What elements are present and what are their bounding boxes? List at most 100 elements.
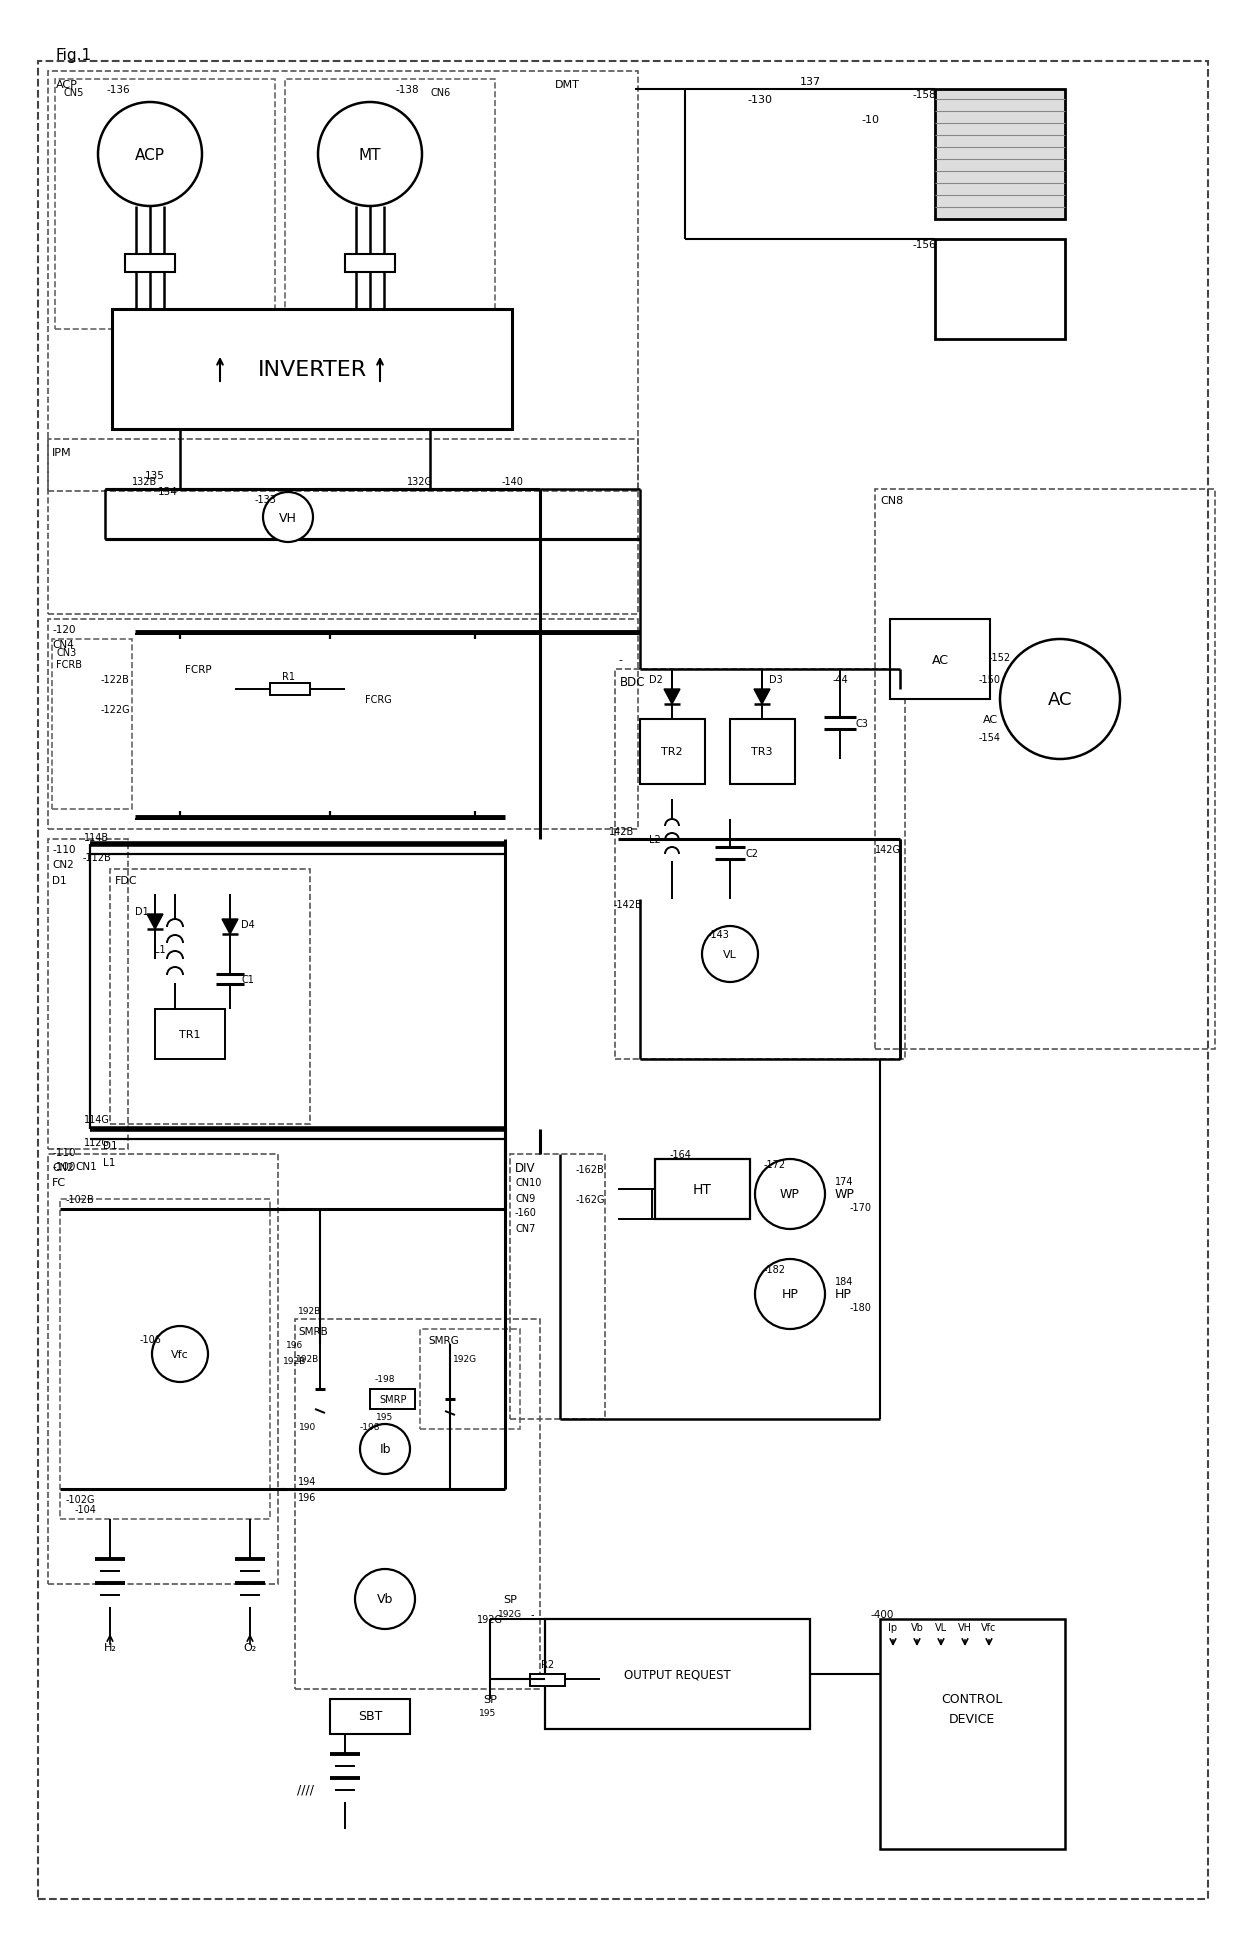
- Text: -112B: -112B: [83, 853, 112, 863]
- Text: 194: 194: [298, 1476, 316, 1485]
- Circle shape: [702, 927, 758, 983]
- Bar: [295, 1319, 539, 1689]
- Text: D1: D1: [103, 1140, 118, 1150]
- Text: -133: -133: [254, 494, 277, 504]
- Bar: [48, 440, 639, 615]
- Text: 142B: 142B: [609, 826, 635, 836]
- Bar: [510, 1154, 605, 1419]
- Text: -400: -400: [870, 1609, 893, 1619]
- Text: -100: -100: [52, 1161, 76, 1171]
- Text: VH: VH: [959, 1623, 972, 1633]
- Text: 132G: 132G: [407, 477, 433, 487]
- Text: CN4: CN4: [52, 640, 73, 650]
- Text: IPM: IPM: [52, 448, 72, 458]
- Text: -143: -143: [707, 929, 729, 940]
- Text: TR2: TR2: [661, 747, 683, 756]
- Bar: [330, 1699, 410, 1733]
- Text: D1: D1: [135, 907, 149, 917]
- Text: AC: AC: [982, 715, 997, 725]
- Circle shape: [153, 1326, 208, 1383]
- Bar: [110, 869, 310, 1125]
- Bar: [420, 1330, 520, 1429]
- Text: -102G: -102G: [66, 1495, 94, 1505]
- Circle shape: [263, 493, 312, 543]
- Bar: [529, 1673, 565, 1687]
- Bar: [345, 254, 396, 273]
- Text: 135: 135: [145, 471, 165, 481]
- Circle shape: [355, 1569, 415, 1629]
- Text: CN9: CN9: [515, 1192, 536, 1204]
- Text: -136: -136: [107, 85, 130, 95]
- Bar: [52, 640, 131, 811]
- Text: -130: -130: [748, 95, 773, 105]
- Text: R2: R2: [542, 1660, 554, 1669]
- Text: CN5: CN5: [63, 87, 83, 99]
- Text: SMRP: SMRP: [379, 1394, 407, 1404]
- Text: -10: -10: [861, 114, 879, 124]
- Text: CONTROL: CONTROL: [941, 1693, 1003, 1706]
- Polygon shape: [222, 919, 238, 935]
- Text: D3: D3: [769, 675, 782, 684]
- Text: -158: -158: [911, 89, 936, 101]
- Text: L1: L1: [154, 944, 166, 954]
- Text: FCRG: FCRG: [365, 694, 392, 704]
- Bar: [730, 719, 795, 785]
- Text: Vfc: Vfc: [981, 1623, 997, 1633]
- Text: D4: D4: [241, 919, 255, 929]
- Text: H₂: H₂: [104, 1642, 117, 1652]
- Text: ACP: ACP: [135, 147, 165, 163]
- Bar: [48, 72, 639, 493]
- Text: FDC: FDC: [115, 876, 138, 886]
- Text: HT: HT: [693, 1183, 712, 1196]
- Text: 184: 184: [835, 1276, 853, 1286]
- Text: Vfc: Vfc: [171, 1350, 188, 1359]
- Text: -160: -160: [515, 1208, 537, 1218]
- Bar: [55, 79, 275, 330]
- Bar: [640, 719, 706, 785]
- Text: CN3: CN3: [56, 648, 76, 657]
- Text: CN8: CN8: [880, 496, 903, 506]
- Text: -110: -110: [52, 1148, 76, 1158]
- Text: -164: -164: [670, 1150, 691, 1160]
- Polygon shape: [754, 690, 770, 704]
- Text: Ip: Ip: [888, 1623, 898, 1633]
- Text: 196: 196: [298, 1493, 316, 1503]
- Text: L2: L2: [649, 834, 661, 845]
- Bar: [615, 669, 905, 1059]
- Text: -154: -154: [980, 733, 1001, 743]
- Text: -198: -198: [374, 1375, 396, 1384]
- Bar: [48, 840, 128, 1150]
- Text: AC: AC: [1048, 690, 1073, 708]
- Text: MT: MT: [358, 147, 381, 163]
- Bar: [890, 620, 990, 700]
- Text: -122B: -122B: [100, 675, 129, 684]
- Text: OUTPUT REQUEST: OUTPUT REQUEST: [624, 1668, 730, 1681]
- Text: BDC: BDC: [620, 675, 646, 688]
- Text: 137: 137: [800, 78, 821, 87]
- Text: 195: 195: [480, 1708, 497, 1718]
- Text: -44: -44: [832, 675, 848, 684]
- Text: DIV: DIV: [515, 1161, 536, 1175]
- Text: CN1: CN1: [74, 1161, 97, 1171]
- Circle shape: [360, 1425, 410, 1474]
- Text: L1: L1: [103, 1158, 115, 1167]
- Text: 112G: 112G: [84, 1138, 110, 1148]
- Text: 192B: 192B: [298, 1307, 321, 1317]
- Text: -104: -104: [74, 1505, 95, 1514]
- Bar: [60, 1200, 270, 1520]
- Text: 134: 134: [157, 487, 177, 496]
- Text: -170: -170: [849, 1202, 872, 1212]
- Text: -102B: -102B: [66, 1194, 94, 1204]
- Text: SBT: SBT: [358, 1710, 382, 1722]
- Text: -: -: [531, 1609, 533, 1619]
- Text: DEVICE: DEVICE: [949, 1712, 996, 1726]
- Text: 114G: 114G: [84, 1115, 110, 1125]
- Text: SMRG: SMRG: [428, 1336, 459, 1346]
- Text: CN2: CN2: [52, 859, 73, 869]
- Text: Vb: Vb: [377, 1592, 393, 1605]
- Polygon shape: [148, 915, 162, 929]
- Bar: [546, 1619, 810, 1730]
- Circle shape: [98, 103, 202, 207]
- Text: -: -: [618, 655, 622, 665]
- Text: TR3: TR3: [751, 747, 773, 756]
